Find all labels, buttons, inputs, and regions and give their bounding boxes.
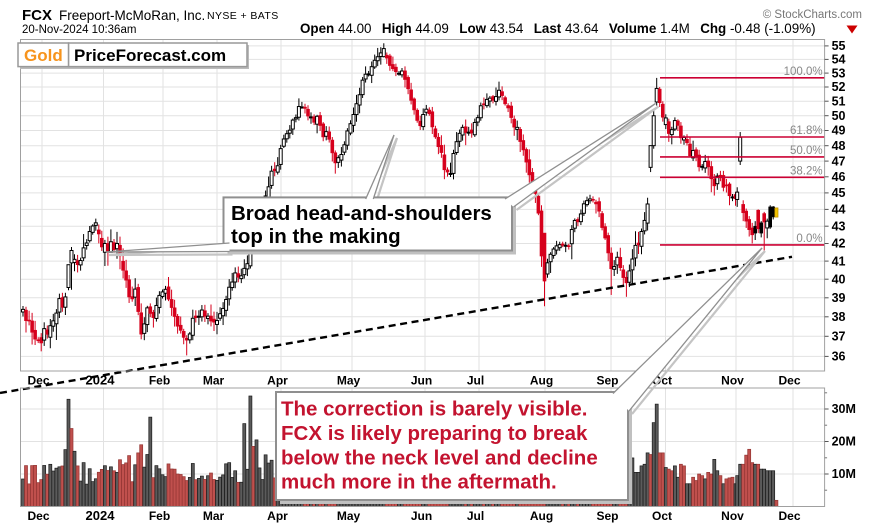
svg-text:36: 36 bbox=[832, 350, 846, 364]
svg-text:Feb: Feb bbox=[149, 374, 170, 388]
svg-text:46: 46 bbox=[832, 170, 846, 184]
svg-text:below the neck level and decli: below the neck level and decline bbox=[281, 446, 598, 469]
svg-text:© StockCharts.com: © StockCharts.com bbox=[763, 9, 862, 21]
svg-text:Jun: Jun bbox=[411, 374, 432, 388]
svg-text:40: 40 bbox=[832, 272, 846, 286]
svg-text:61.8%: 61.8% bbox=[790, 125, 823, 137]
svg-text:38.2%: 38.2% bbox=[790, 165, 823, 177]
svg-text:FCX: FCX bbox=[22, 7, 52, 24]
svg-text:NYSE + BATS: NYSE + BATS bbox=[207, 10, 279, 22]
svg-text:20-Nov-2024 10:36am: 20-Nov-2024 10:36am bbox=[22, 24, 136, 36]
svg-text:Mar: Mar bbox=[203, 374, 225, 388]
svg-text:53: 53 bbox=[832, 66, 846, 80]
svg-text:Open 44.00 High 44.09 Low 43: Open 44.00 High 44.09 Low 43.54 Last 43.… bbox=[300, 21, 816, 36]
svg-text:20M: 20M bbox=[832, 435, 856, 449]
svg-text:43: 43 bbox=[832, 219, 846, 233]
svg-text:49: 49 bbox=[832, 124, 846, 138]
svg-text:42: 42 bbox=[832, 237, 846, 251]
svg-text:50: 50 bbox=[832, 109, 846, 123]
svg-text:Oct: Oct bbox=[652, 509, 672, 523]
svg-text:much more in the aftermath.: much more in the aftermath. bbox=[281, 471, 557, 494]
svg-text:Dec: Dec bbox=[27, 374, 49, 388]
svg-text:51: 51 bbox=[832, 94, 846, 108]
svg-text:May: May bbox=[337, 374, 361, 388]
svg-text:Apr: Apr bbox=[267, 509, 288, 523]
svg-text:The correction is barely visib: The correction is barely visible. bbox=[281, 398, 587, 421]
svg-text:Dec: Dec bbox=[778, 374, 800, 388]
svg-text:Nov: Nov bbox=[721, 509, 744, 523]
svg-text:0.0%: 0.0% bbox=[796, 233, 822, 245]
svg-text:Jun: Jun bbox=[411, 509, 432, 523]
svg-text:10M: 10M bbox=[832, 467, 856, 481]
svg-text:Broad head-and-shoulders: Broad head-and-shoulders bbox=[231, 202, 492, 225]
svg-text:May: May bbox=[337, 509, 361, 523]
svg-text:FCX is likely preparing to bre: FCX is likely preparing to break bbox=[281, 422, 588, 445]
svg-text:Sep: Sep bbox=[596, 509, 618, 523]
svg-text:52: 52 bbox=[832, 80, 846, 94]
svg-text:2024: 2024 bbox=[86, 508, 116, 523]
svg-text:Jul: Jul bbox=[467, 509, 484, 523]
svg-text:top in the making: top in the making bbox=[231, 225, 401, 248]
svg-text:Mar: Mar bbox=[203, 509, 225, 523]
svg-text:PriceForecast.com: PriceForecast.com bbox=[74, 46, 226, 65]
svg-text:47: 47 bbox=[832, 154, 846, 168]
svg-text:Aug: Aug bbox=[530, 509, 553, 523]
svg-text:Feb: Feb bbox=[149, 509, 170, 523]
svg-text:39: 39 bbox=[832, 291, 846, 305]
svg-text:Dec: Dec bbox=[778, 509, 800, 523]
svg-text:37: 37 bbox=[832, 330, 846, 344]
svg-text:50.0%: 50.0% bbox=[790, 145, 823, 157]
svg-text:54: 54 bbox=[832, 53, 846, 67]
svg-text:45: 45 bbox=[832, 186, 846, 200]
svg-text:Dec: Dec bbox=[27, 509, 49, 523]
svg-text:Aug: Aug bbox=[530, 374, 553, 388]
svg-text:Apr: Apr bbox=[267, 374, 288, 388]
svg-text:44: 44 bbox=[832, 203, 846, 217]
svg-text:Freeport-McMoRan, Inc.: Freeport-McMoRan, Inc. bbox=[59, 8, 205, 23]
svg-text:38: 38 bbox=[832, 310, 846, 324]
svg-text:Nov: Nov bbox=[721, 374, 744, 388]
svg-text:41: 41 bbox=[832, 254, 846, 268]
svg-text:Gold: Gold bbox=[24, 46, 63, 65]
svg-text:Sep: Sep bbox=[596, 374, 618, 388]
svg-text:55: 55 bbox=[832, 39, 846, 53]
svg-text:Jul: Jul bbox=[467, 374, 484, 388]
svg-text:30M: 30M bbox=[832, 402, 856, 416]
svg-text:2024: 2024 bbox=[86, 373, 116, 388]
svg-text:100.0%: 100.0% bbox=[784, 66, 823, 78]
svg-text:48: 48 bbox=[832, 139, 846, 153]
